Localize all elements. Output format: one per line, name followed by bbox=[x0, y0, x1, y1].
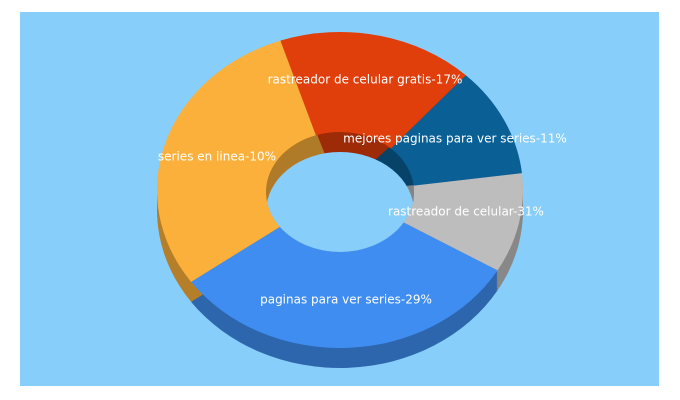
hole-wall bbox=[280, 132, 414, 192]
slice bbox=[390, 75, 522, 186]
slice bbox=[191, 222, 498, 348]
slice-layer bbox=[156, 31, 523, 348]
hole-wall bbox=[340, 132, 414, 192]
slice-label: rastreador de celular gratis-17% bbox=[268, 73, 463, 87]
slice-label: mejores paginas para ver series-11% bbox=[343, 132, 567, 146]
slice-label: paginas para ver series-29% bbox=[260, 293, 432, 307]
slice bbox=[156, 40, 316, 282]
label-layer: rastreador de celular gratis-17% mejores … bbox=[158, 73, 567, 307]
hole-floor bbox=[266, 152, 414, 252]
hole bbox=[266, 132, 414, 252]
slice bbox=[403, 173, 523, 271]
slice bbox=[280, 31, 466, 149]
slice-label: series en linea-10% bbox=[158, 150, 276, 164]
slice-label: rastreador de celular-31% bbox=[388, 205, 544, 219]
